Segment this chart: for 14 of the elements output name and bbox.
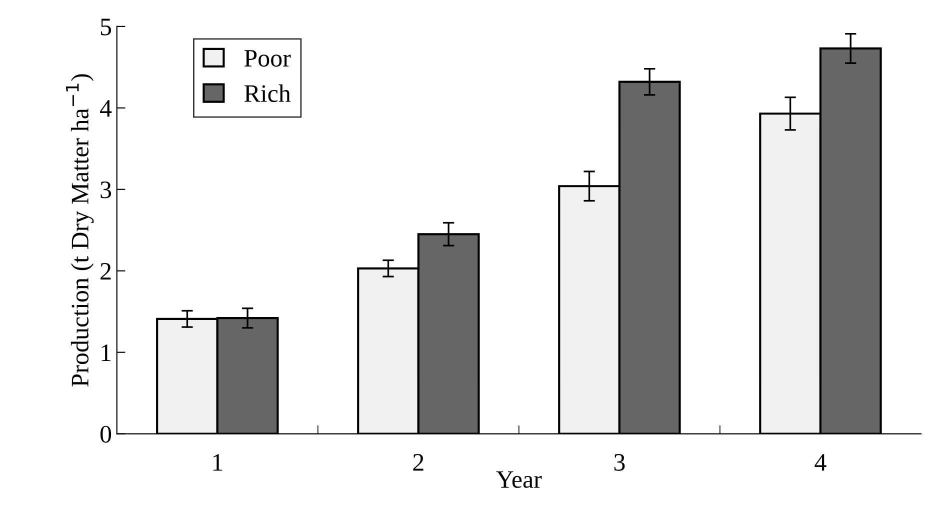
y-tick-label: 4: [100, 100, 112, 117]
y-tick-label: 5: [100, 18, 112, 36]
x-tick-label: 3: [614, 454, 625, 471]
legend-label: Poor: [244, 50, 291, 67]
y-tick-label: 1: [102, 344, 111, 361]
x-tick-label: 4: [814, 454, 826, 471]
y-axis-title: Production (t Dry Matter ha$^{−1}$): [66, 74, 94, 387]
x-axis-title: Year: [496, 471, 542, 488]
y-tick-label: 3: [100, 182, 112, 198]
y-tick-label: 2: [100, 262, 111, 280]
x-tick-label: 1: [213, 454, 222, 471]
legend-label: Rich: [244, 84, 291, 102]
x-tick-label: 2: [413, 454, 424, 471]
y-tick-label: 0: [100, 426, 112, 443]
